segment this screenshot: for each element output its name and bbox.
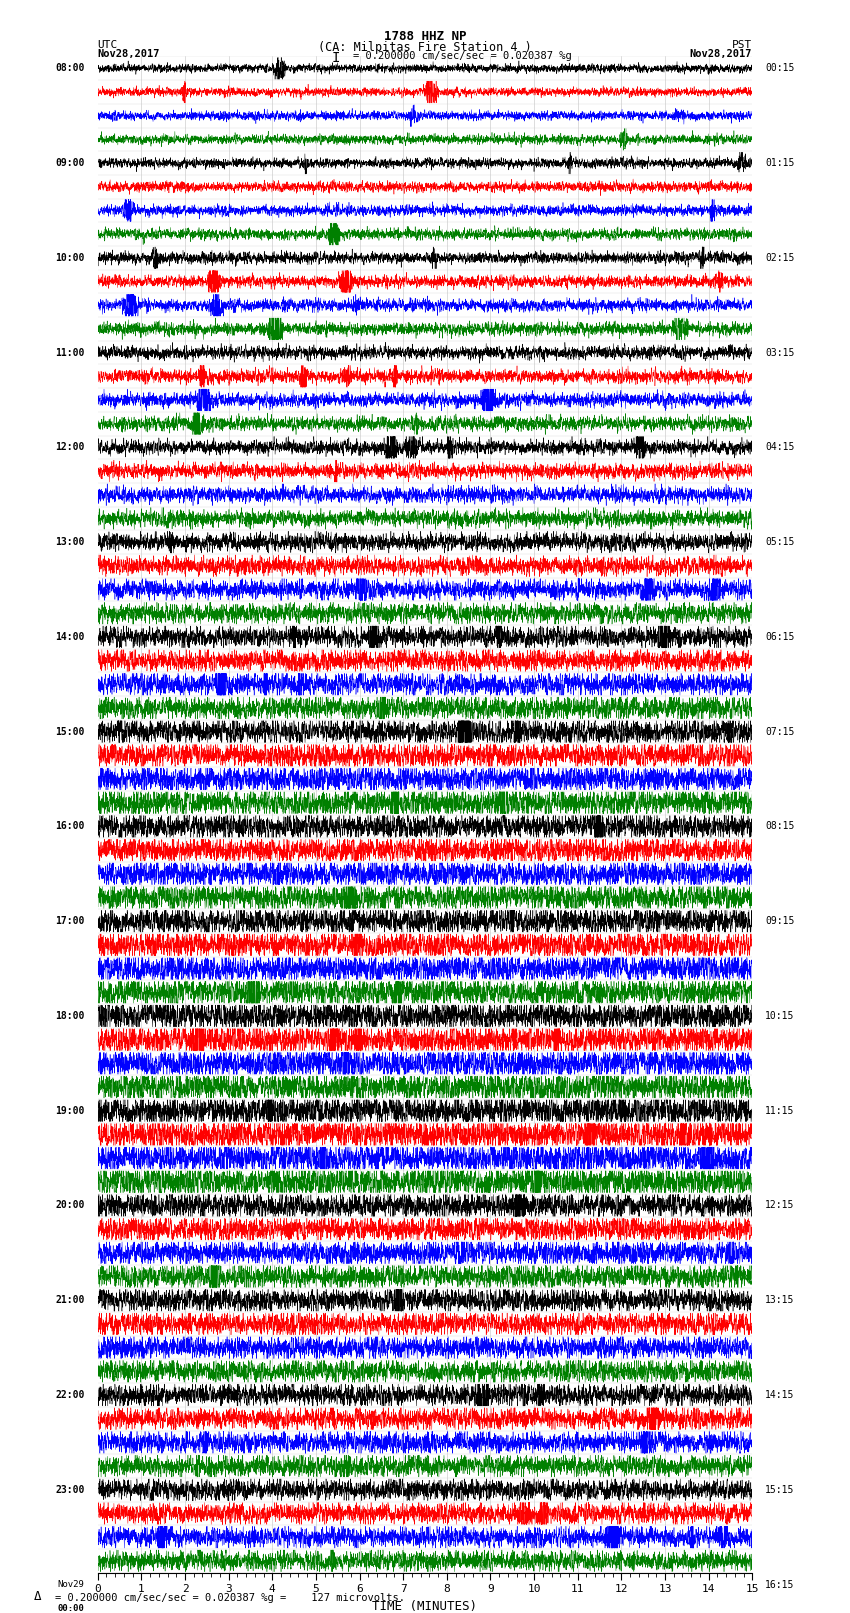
- Text: Δ: Δ: [34, 1590, 42, 1603]
- Text: 00:00: 00:00: [58, 1603, 85, 1613]
- Text: Nov29: Nov29: [58, 1581, 85, 1589]
- Text: 01:15: 01:15: [765, 158, 795, 168]
- Text: 10:15: 10:15: [765, 1011, 795, 1021]
- Text: 11:15: 11:15: [765, 1105, 795, 1116]
- Text: 09:15: 09:15: [765, 916, 795, 926]
- Text: 05:15: 05:15: [765, 537, 795, 547]
- Text: 15:15: 15:15: [765, 1484, 795, 1495]
- Text: 08:15: 08:15: [765, 821, 795, 831]
- Text: UTC: UTC: [98, 39, 118, 50]
- Text: 04:15: 04:15: [765, 442, 795, 452]
- Text: = 0.200000 cm/sec/sec = 0.020387 %g: = 0.200000 cm/sec/sec = 0.020387 %g: [353, 50, 571, 61]
- Text: 16:00: 16:00: [55, 821, 85, 831]
- Text: 16:15: 16:15: [765, 1579, 795, 1589]
- Text: 08:00: 08:00: [55, 63, 85, 73]
- Text: 07:15: 07:15: [765, 726, 795, 737]
- Text: 22:00: 22:00: [55, 1390, 85, 1400]
- Text: 21:00: 21:00: [55, 1295, 85, 1305]
- Text: (CA: Milpitas Fire Station 4 ): (CA: Milpitas Fire Station 4 ): [318, 40, 532, 55]
- Text: 20:00: 20:00: [55, 1200, 85, 1210]
- Text: Nov28,2017: Nov28,2017: [689, 50, 752, 60]
- Text: Nov28,2017: Nov28,2017: [98, 50, 161, 60]
- Text: 02:15: 02:15: [765, 253, 795, 263]
- Text: 23:00: 23:00: [55, 1484, 85, 1495]
- Text: 1788 HHZ NP: 1788 HHZ NP: [383, 31, 467, 44]
- Text: 13:15: 13:15: [765, 1295, 795, 1305]
- Text: PST: PST: [732, 39, 752, 50]
- Text: 00:15: 00:15: [765, 63, 795, 73]
- Text: 12:00: 12:00: [55, 442, 85, 452]
- Text: I: I: [332, 50, 340, 65]
- Text: = 0.200000 cm/sec/sec = 0.020387 %g =    127 microvolts.: = 0.200000 cm/sec/sec = 0.020387 %g = 12…: [55, 1594, 405, 1603]
- Text: 09:00: 09:00: [55, 158, 85, 168]
- Text: 03:15: 03:15: [765, 347, 795, 358]
- Text: 17:00: 17:00: [55, 916, 85, 926]
- Text: 13:00: 13:00: [55, 537, 85, 547]
- Text: 18:00: 18:00: [55, 1011, 85, 1021]
- Text: 15:00: 15:00: [55, 726, 85, 737]
- Text: 19:00: 19:00: [55, 1105, 85, 1116]
- Text: 10:00: 10:00: [55, 253, 85, 263]
- Text: 14:15: 14:15: [765, 1390, 795, 1400]
- Text: 06:15: 06:15: [765, 632, 795, 642]
- Text: 12:15: 12:15: [765, 1200, 795, 1210]
- Text: 14:00: 14:00: [55, 632, 85, 642]
- X-axis label: TIME (MINUTES): TIME (MINUTES): [372, 1600, 478, 1613]
- Text: 11:00: 11:00: [55, 347, 85, 358]
